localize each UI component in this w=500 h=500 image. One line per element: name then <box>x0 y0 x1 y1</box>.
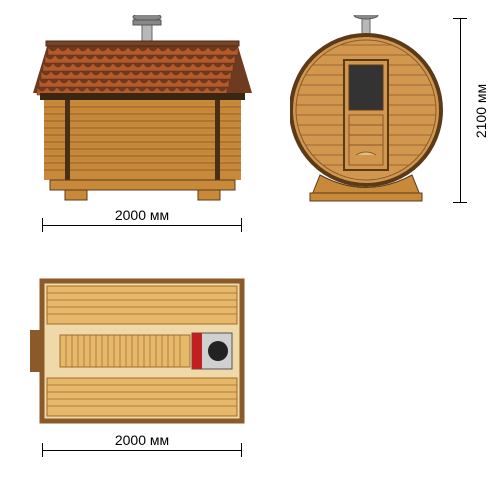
dimension-label: 2000 мм <box>111 207 173 223</box>
dimension-height: 2100 мм <box>460 18 461 203</box>
dimension-plan-width: 2000 мм <box>42 450 242 451</box>
dimension-label: 2100 мм <box>473 79 489 141</box>
front-elevation-view <box>290 15 450 205</box>
dimension-side-width: 2000 мм <box>42 225 242 226</box>
plan-view <box>30 275 255 435</box>
side-elevation-view <box>30 15 255 205</box>
dimension-label: 2000 мм <box>111 432 173 448</box>
